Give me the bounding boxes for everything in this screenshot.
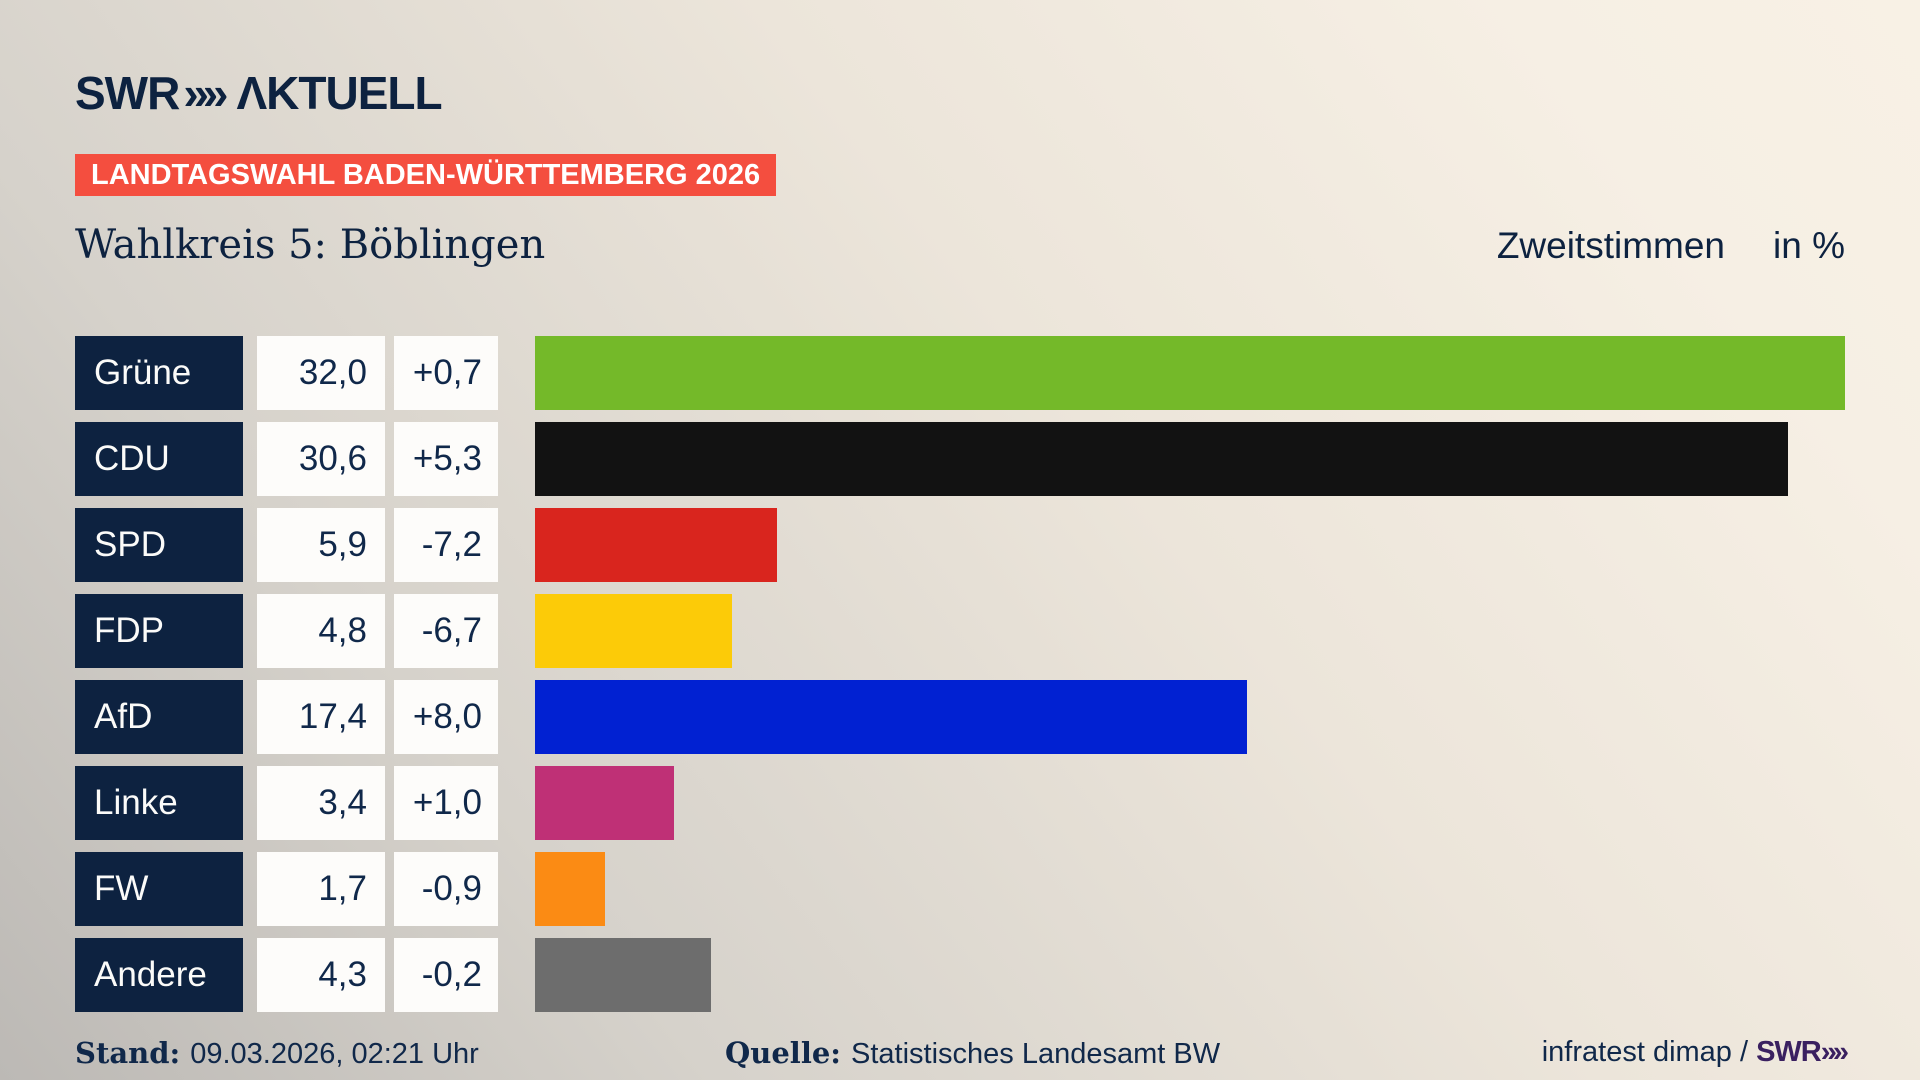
change-cell: +0,7 [394,336,498,410]
bar-linke [535,766,675,840]
source-note: Quelle: Statistisches Landesamt BW [725,1036,1220,1071]
change-cell: -0,9 [394,852,498,926]
result-row-linke: Linke 3,4 +1,0 [75,766,1845,840]
party-label: FDP [75,594,243,668]
value-cell: 32,0 [257,336,385,410]
value-cell: 5,9 [257,508,385,582]
vote-type-label: Zweitstimmen in % [1497,225,1845,267]
party-label: Linke [75,766,243,840]
bar-fdp [535,594,732,668]
change-cell: -7,2 [394,508,498,582]
value-cell: 1,7 [257,852,385,926]
party-label: CDU [75,422,243,496]
swr-aktuell-logo: SWR»» ΛKTUELL [75,66,443,120]
quelle-label: Quelle: [725,1036,841,1070]
swr-brand-text: SWR [1756,1036,1822,1068]
quelle-value: Statistisches Landesamt BW [851,1038,1221,1070]
bar-track [535,422,1845,496]
credit-text: infratest dimap / [1541,1036,1749,1068]
value-cell: 3,4 [257,766,385,840]
bar-grüne [535,336,1845,410]
party-label: Grüne [75,336,243,410]
unit-label: in % [1773,225,1845,266]
value-cell: 4,3 [257,938,385,1012]
change-cell: -6,7 [394,594,498,668]
change-cell: +5,3 [394,422,498,496]
logo-chevrons-icon: »» [183,67,228,119]
result-row-cdu: CDU 30,6 +5,3 [75,422,1845,496]
party-label: AfD [75,680,243,754]
election-banner: LANDTAGSWAHL BADEN-WÜRTTEMBERG 2026 [75,154,777,196]
value-cell: 4,8 [257,594,385,668]
change-cell: -0,2 [394,938,498,1012]
result-row-spd: SPD 5,9 -7,2 [75,508,1845,582]
result-row-andere: Andere 4,3 -0,2 [75,938,1845,1012]
result-row-grüne: Grüne 32,0 +0,7 [75,336,1845,410]
bar-spd [535,508,777,582]
result-row-afd: AfD 17,4 +8,0 [75,680,1845,754]
bar-fw [535,852,605,926]
results-table: Grüne 32,0 +0,7 CDU 30,6 +5,3 SPD 5,9 -7,2 FDP 4,8… [75,336,1845,1024]
swr-brand-chevrons-icon: »» [1820,1036,1849,1068]
bar-andere [535,938,712,1012]
value-cell: 30,6 [257,422,385,496]
bar-cdu [535,422,1788,496]
bar-track [535,852,1845,926]
stand-value: 09.03.2026, 02:21 Uhr [190,1038,479,1070]
party-label: SPD [75,508,243,582]
result-row-fw: FW 1,7 -0,9 [75,852,1845,926]
swr-brand-mark: SWR»» [1756,1036,1849,1068]
value-cell: 17,4 [257,680,385,754]
status-timestamp: Stand: 09.03.2026, 02:21 Uhr [75,1036,479,1071]
bar-track [535,938,1845,1012]
bar-track [535,680,1845,754]
aktuell-logo-text: ΛKTUELL [236,67,443,119]
title-row: Wahlkreis 5: Böblingen Zweitstimmen in % [75,222,1845,268]
change-cell: +8,0 [394,680,498,754]
bar-afd [535,680,1248,754]
chart-title: Wahlkreis 5: Böblingen [75,222,546,268]
bar-track [535,766,1845,840]
stand-label: Stand: [75,1036,181,1070]
result-row-fdp: FDP 4,8 -6,7 [75,594,1845,668]
party-label: Andere [75,938,243,1012]
vote-type-text: Zweitstimmen [1496,225,1726,266]
swr-logo-text: SWR [75,67,180,119]
bar-track [535,336,1845,410]
bar-track [535,508,1845,582]
credit-note: infratest dimap / SWR»» [1541,1036,1849,1069]
bar-track [535,594,1845,668]
party-label: FW [75,852,243,926]
change-cell: +1,0 [394,766,498,840]
